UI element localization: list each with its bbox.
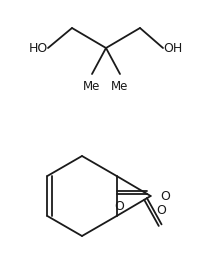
- Text: Me: Me: [111, 80, 129, 93]
- Text: OH: OH: [163, 41, 183, 54]
- Text: O: O: [161, 190, 170, 202]
- Text: O: O: [114, 200, 124, 213]
- Text: O: O: [157, 204, 166, 217]
- Text: HO: HO: [28, 41, 48, 54]
- Text: Me: Me: [83, 80, 101, 93]
